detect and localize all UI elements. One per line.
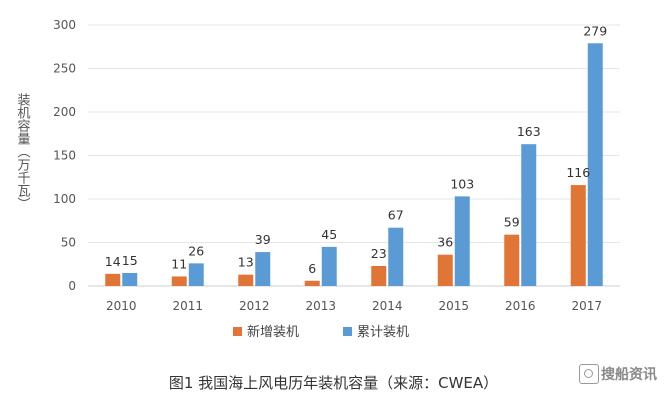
bar-cumulative: [388, 227, 404, 286]
bar-new: [171, 276, 187, 286]
x-axis: 2010 2011 2012 2013 2014 2015 2016 2017: [106, 299, 602, 313]
y-tick-label: 200: [53, 105, 76, 119]
x-tick-label: 2016: [505, 299, 536, 313]
data-label: 23: [371, 246, 387, 261]
x-tick-label: 2010: [106, 299, 137, 313]
bar-new: [105, 273, 121, 286]
data-label: 36: [437, 235, 453, 250]
ship-logo-icon: [579, 364, 599, 384]
bar-new: [238, 274, 254, 286]
bar-cumulative: [255, 252, 271, 286]
y-tick-label: 50: [61, 236, 76, 250]
x-tick-label: 2015: [438, 299, 469, 313]
data-label: 59: [504, 215, 520, 230]
bar-new: [504, 234, 520, 286]
bars: [105, 43, 603, 286]
watermark-text: 搜船资讯: [601, 367, 657, 383]
data-label: 45: [321, 227, 337, 242]
legend: 新增装机 累计装机: [233, 324, 409, 340]
bar-new: [371, 265, 387, 286]
y-axis: 0 50 100 150 200 250 300: [53, 18, 76, 293]
y-tick-label: 300: [53, 18, 76, 32]
bar-new: [304, 280, 320, 286]
x-tick-label: 2017: [571, 299, 602, 313]
data-label: 279: [583, 23, 607, 38]
y-axis-label: 装机容量（万千瓦）: [15, 93, 31, 210]
bar-cumulative: [188, 263, 204, 286]
data-label: 15: [122, 253, 138, 268]
gridlines: [88, 24, 620, 287]
data-label: 13: [238, 255, 254, 270]
y-tick-label: 150: [53, 149, 76, 163]
legend-label: 新增装机: [247, 324, 299, 340]
data-label: 11: [171, 256, 187, 271]
y-tick-label: 100: [53, 192, 76, 206]
legend-swatch: [233, 327, 242, 336]
y-tick-label: 0: [68, 279, 76, 293]
data-label: 26: [188, 243, 204, 258]
data-label: 163: [517, 124, 541, 139]
data-label: 39: [255, 232, 271, 247]
x-tick-label: 2011: [172, 299, 203, 313]
x-tick-label: 2012: [239, 299, 270, 313]
x-tick-label: 2014: [372, 299, 403, 313]
bar-cumulative: [521, 144, 537, 286]
data-label: 67: [388, 208, 404, 223]
bar-cumulative: [321, 246, 337, 286]
y-tick-label: 250: [53, 62, 76, 76]
figure-caption: 图1 我国海上风电历年装机容量（来源：CWEA）: [168, 374, 499, 392]
legend-swatch: [343, 327, 352, 336]
bar-cumulative: [587, 43, 603, 286]
bar-cumulative: [454, 196, 470, 286]
data-label: 6: [308, 261, 316, 276]
data-label: 116: [566, 165, 590, 180]
x-tick-label: 2013: [305, 299, 336, 313]
bar-new: [437, 254, 453, 286]
bar-new: [570, 185, 586, 286]
watermark: 搜船资讯: [579, 364, 657, 384]
bar-cumulative: [122, 272, 138, 286]
data-label: 103: [450, 176, 474, 191]
legend-label: 累计装机: [357, 325, 409, 340]
data-label: 14: [105, 254, 121, 269]
